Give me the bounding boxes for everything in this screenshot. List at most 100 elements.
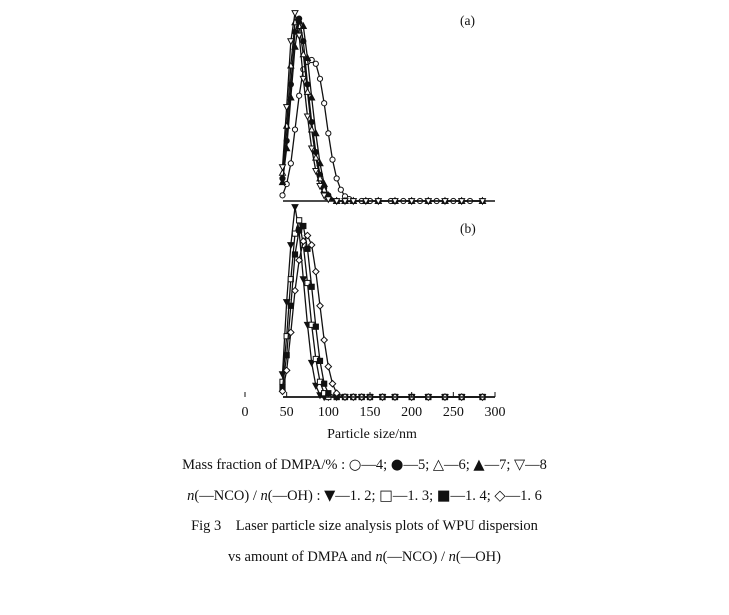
data-point [303,87,312,95]
x-tick-label: 0 [242,405,249,420]
data-point [304,279,311,287]
data-point [303,231,312,240]
legend-entry-label: —5; [403,457,433,473]
x-tick-label: 250 [443,405,464,420]
legend-symbol-icon: ○ [348,457,362,473]
data-point [283,333,290,340]
data-point [299,75,308,84]
legend-entry-label: —1. 2; [335,488,380,504]
legend-entry-label: —1. 4; [450,488,495,504]
legend-entry-label: —1. 3; [392,488,437,504]
data-point [457,198,466,206]
data-point [303,113,312,121]
data-point [324,362,333,371]
data-point [286,93,295,101]
data-point [374,198,383,206]
panel-b-label: (b) [460,221,476,236]
data-point [278,177,287,186]
x-tick-label: 300 [484,405,505,420]
figure-canvas: (a) (b) 0 50 100 150 200 250 300 Particle size… [242,10,505,442]
data-point [316,301,324,310]
data-point [282,104,291,112]
data-point [295,256,304,265]
data-point [299,276,308,284]
data-point [287,160,294,167]
data-point [316,357,324,364]
data-point [299,50,308,58]
data-point [291,251,299,258]
series-line-16 [281,234,483,398]
data-point [279,192,286,199]
data-point [291,286,299,295]
figure-caption-line1: Fig 3 Laser particle size analysis plots… [0,518,729,535]
data-point [278,164,287,172]
data-point [296,217,303,224]
data-point [307,241,316,249]
legend-entry-label: —8 [525,457,547,473]
legend-symbol-icon: ▽ [513,457,526,473]
legend-symbol-icon: ▲ [473,457,485,473]
data-point [286,328,295,337]
data-point [311,168,320,176]
legend-entry-label: —4; [361,457,391,473]
data-point [328,379,337,388]
legend-entry-label: —6; [444,457,474,473]
data-point [320,192,328,200]
legend-symbol-icon: ● [390,457,404,473]
legend-symbol-icon: ▼ [324,488,336,504]
data-point [391,198,399,206]
data-point [349,198,358,206]
data-point [282,144,291,152]
legend-symbol-icon: ■ [436,488,451,504]
data-point [291,126,299,133]
data-point [312,60,319,67]
legend-ratio-items: ▼—1. 2; □—1. 3; ■—1. 4; ◇—1. 6 [324,488,542,504]
data-point [478,198,487,206]
legend-dmpa-items: ○—4; ●—5; △—6; ▲—7; ▽—8 [349,457,547,473]
data-point [316,159,324,167]
data-point [307,93,316,101]
data-point [286,242,295,250]
data-point [321,100,328,107]
legend-ratio-n2: n [260,488,268,504]
data-point [329,156,336,163]
figure-title-n2: n [448,549,456,565]
legend-ratio-mid: (—OH) : [267,488,321,504]
legend-ratio-n1: n [187,488,195,504]
legend-symbol-icon: ◇ [494,488,506,504]
data-point [307,145,316,153]
x-axis: 0 50 100 150 200 250 300 [242,392,505,420]
data-point [316,183,324,191]
data-point [299,21,308,30]
panel-b-plot: (b) [278,204,495,402]
data-point [321,380,328,387]
legend-entry-label: —1. 6 [505,488,542,504]
legend-symbol-icon: □ [379,488,393,504]
data-point [291,10,299,18]
data-point [407,198,416,206]
data-point [307,125,316,133]
series-line-7 [281,18,483,202]
legend-dmpa: Mass fraction of DMPA/% : ○—4; ●—5; △—6;… [0,457,729,474]
figure-caption-line2: vs amount of DMPA and n(—NCO) / n(—OH) [0,549,729,566]
data-point [299,237,308,246]
figure-title-line2-mid: (—NCO) / [382,549,445,565]
figure-title-line2-pre: vs amount of DMPA and [228,549,372,565]
data-point [286,38,295,46]
figure-number: Fig 3 [191,518,222,534]
data-point [282,299,291,307]
data-point [304,245,311,252]
series-line-6 [281,21,483,202]
data-point [295,32,303,40]
data-point [296,226,303,233]
data-point [324,196,333,204]
figure-title-line2-end: (—OH) [455,549,501,565]
panel-a-label: (a) [460,13,475,28]
data-point [282,366,291,375]
data-point [325,130,332,137]
legend-symbol-icon: △ [432,457,444,473]
data-point [303,53,312,62]
data-point [300,222,307,230]
legend-ratio-prefix: (—NCO) / [194,488,257,504]
data-point [278,387,287,396]
